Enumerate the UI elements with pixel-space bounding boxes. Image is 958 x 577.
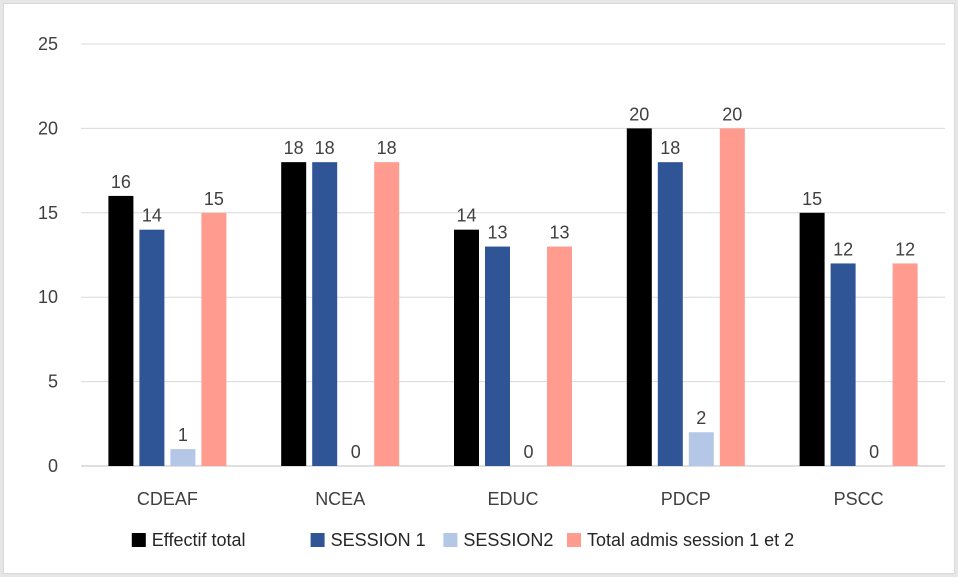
bar: [799, 212, 825, 466]
data-label: 20: [629, 104, 649, 124]
bar: [312, 162, 338, 466]
x-tick-label: PSCC: [834, 489, 884, 509]
bar: [892, 263, 918, 466]
data-label: 15: [204, 189, 224, 209]
y-tick-label: 25: [38, 34, 58, 54]
bar: [657, 162, 683, 466]
data-label: 13: [487, 223, 507, 243]
bar: [547, 246, 572, 466]
bar: [485, 246, 510, 466]
data-label: 14: [456, 206, 476, 226]
data-label: 15: [802, 189, 822, 209]
data-label: 18: [284, 138, 304, 158]
bar: [454, 229, 479, 466]
data-label: 12: [895, 239, 915, 259]
bar: [374, 162, 400, 466]
y-tick-label: 15: [38, 203, 58, 223]
bar: [108, 195, 134, 467]
data-label: 20: [722, 104, 742, 124]
legend-label: Total admis session 1 et 2: [587, 530, 794, 550]
data-label: 18: [315, 138, 335, 158]
y-tick-label: 5: [48, 372, 58, 392]
data-label: 12: [833, 239, 853, 259]
legend-swatch: [131, 533, 146, 547]
data-label: 2: [696, 408, 706, 428]
legend-label: SESSION2: [463, 530, 553, 550]
data-label: 13: [549, 223, 569, 243]
legend-swatch: [310, 533, 325, 547]
legend-label: Effectif total: [152, 530, 246, 550]
data-label: 18: [660, 138, 680, 158]
data-label: 1: [178, 425, 188, 445]
data-label: 0: [351, 442, 361, 462]
bar: [170, 449, 196, 466]
x-tick-label: CDEAF: [137, 489, 198, 509]
bar: [201, 212, 227, 466]
data-label: 16: [111, 172, 131, 192]
y-tick-label: 10: [38, 287, 58, 307]
y-tick-label: 20: [38, 118, 58, 138]
y-tick-label: 0: [48, 456, 58, 476]
legend-swatch: [443, 533, 458, 547]
bar: [139, 229, 165, 466]
x-tick-label: EDUC: [487, 489, 538, 509]
legend-swatch: [567, 533, 581, 547]
data-label: 18: [377, 138, 397, 158]
bar: [626, 128, 652, 466]
bar: [281, 162, 307, 466]
bar: [719, 128, 745, 466]
data-label: 0: [523, 442, 533, 462]
data-label: 0: [869, 442, 879, 462]
x-tick-label: NCEA: [315, 489, 365, 509]
bar: [830, 263, 856, 466]
data-label: 14: [142, 206, 162, 226]
x-tick-label: PDCP: [661, 489, 711, 509]
bar: [688, 432, 714, 466]
legend-label: SESSION 1: [331, 530, 426, 550]
